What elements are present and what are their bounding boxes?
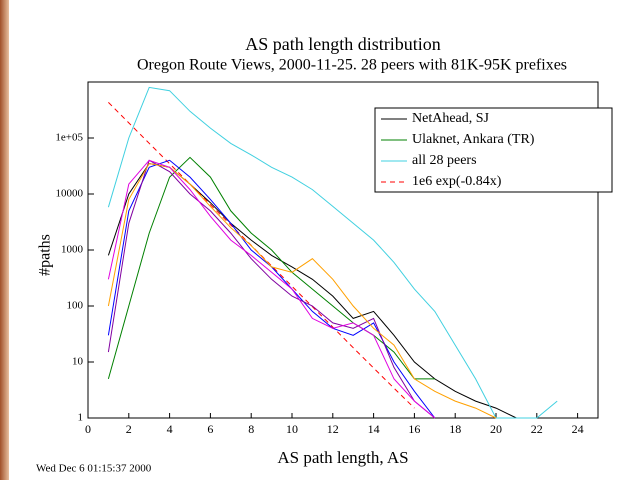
series-line [107,162,497,419]
legend-label: NetAhead, SJ [412,111,490,126]
legend-label: 1e6 exp(-0.84x) [412,174,502,189]
chart-title: AS path length distribution [245,34,441,54]
y-tick-label: 1000 [61,244,84,256]
series-line [107,156,435,380]
series-line [107,159,436,419]
x-tick-label: 10 [286,422,298,436]
series-line [107,86,558,419]
x-tick-label: 8 [248,422,254,436]
y-tick-label: 10 [72,356,84,368]
legend-box [374,107,613,193]
x-tick-label: 18 [449,422,461,436]
y-tick-label: 1e+05 [55,132,83,144]
x-tick-label: 2 [126,422,132,436]
y-axis-label: #paths [37,234,54,276]
x-tick-label: 12 [327,422,339,436]
x-tick-label: 22 [531,422,543,436]
x-tick-label: 4 [167,422,173,436]
x-tick-label: 6 [207,422,213,436]
x-axis-label: AS path length, AS [277,448,408,467]
x-tick-label: 24 [572,422,584,436]
x-tick-label: 16 [408,422,420,436]
series-line [107,159,436,419]
series-line [107,162,517,419]
legend-label: all 28 peers [412,153,477,168]
series-line [108,102,415,409]
series-line [107,159,436,419]
x-tick-label: 14 [368,422,380,436]
x-tick-label: 20 [490,422,502,436]
edge-strip [0,0,9,480]
chart-subtitle: Oregon Route Views, 2000-11-25. 28 peers… [137,57,567,74]
x-tick-label: 0 [85,422,91,436]
y-tick-label: 10000 [56,188,84,200]
y-tick-label: 100 [67,300,84,312]
legend-label: Ulaknet, Ankara (TR) [412,132,535,147]
footer: Wed Dec 6 01:15:37 2000 [36,463,152,475]
y-tick-label: 1 [78,412,84,424]
